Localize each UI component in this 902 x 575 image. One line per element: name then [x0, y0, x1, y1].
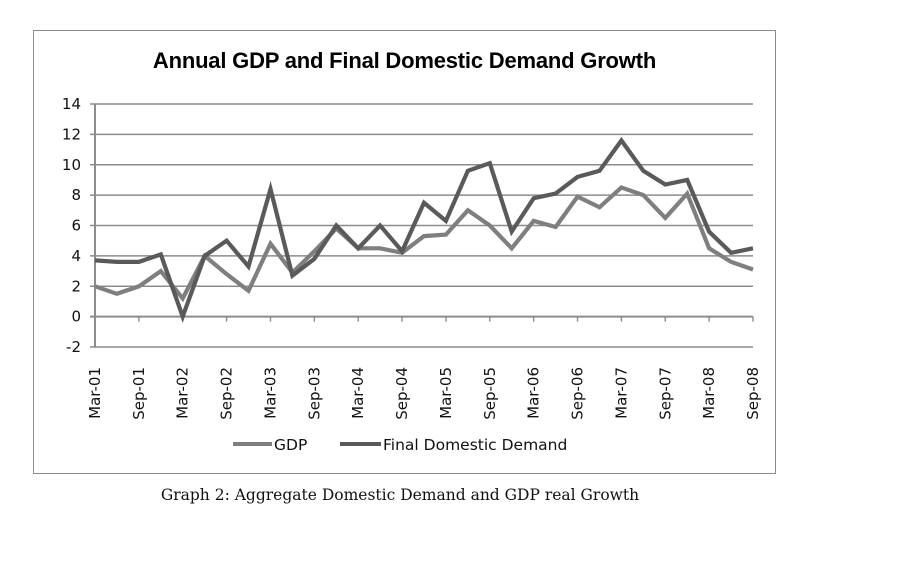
- x-tick-label: Sep-01: [130, 367, 148, 420]
- gridlines: [90, 103, 753, 348]
- legend: GDP Final Domestic Demand: [233, 436, 567, 454]
- x-tick-label: Sep-07: [656, 367, 674, 420]
- x-tick-label: Sep-06: [569, 367, 587, 420]
- series-lines: [94, 136, 754, 323]
- x-tick-label: Sep-05: [481, 367, 499, 420]
- y-tick-label: 10: [62, 156, 81, 174]
- legend-label-fdd: Final Domestic Demand: [383, 436, 567, 454]
- legend-label-gdp: GDP: [274, 436, 307, 454]
- axes: [94, 104, 754, 347]
- figure-caption: Graph 2: Aggregate Domestic Demand and G…: [160, 486, 640, 504]
- chart-title: Annual GDP and Final Domestic Demand Gro…: [152, 48, 657, 73]
- x-tick-label: Sep-04: [393, 367, 411, 420]
- x-tick-label: Mar-04: [349, 367, 367, 419]
- y-tick-label: 0: [71, 308, 81, 326]
- y-tick-label: 8: [71, 186, 81, 204]
- y-tick-label: 4: [71, 247, 81, 265]
- y-tick-label: 6: [71, 217, 81, 235]
- y-axis-ticks: 14 12 10 8 6 4 2 0 -2: [62, 95, 81, 356]
- x-tick-label: Sep-08: [744, 367, 762, 420]
- y-tick-label: 2: [71, 277, 81, 295]
- series-line-final-domestic-demand: [94, 136, 754, 323]
- x-tick-label: Mar-06: [525, 367, 543, 419]
- y-tick-label: 12: [62, 125, 81, 143]
- x-tick-label: Mar-01: [86, 367, 104, 419]
- x-tick-label: Mar-05: [437, 367, 455, 419]
- x-tick-label: Mar-02: [174, 367, 192, 419]
- x-tick-label: Sep-02: [218, 367, 236, 420]
- x-tick-label: Mar-03: [261, 367, 279, 419]
- x-axis-ticks: Mar-01 Sep-01 Mar-02 Sep-02 Mar-03 Sep-03 Mar-…: [86, 367, 762, 420]
- x-tick-label: Sep-03: [305, 367, 323, 420]
- y-tick-label: 14: [62, 95, 81, 113]
- y-tick-label: -2: [66, 338, 81, 356]
- x-tick-label: Mar-07: [612, 367, 630, 419]
- x-tick-label: Mar-08: [700, 367, 718, 419]
